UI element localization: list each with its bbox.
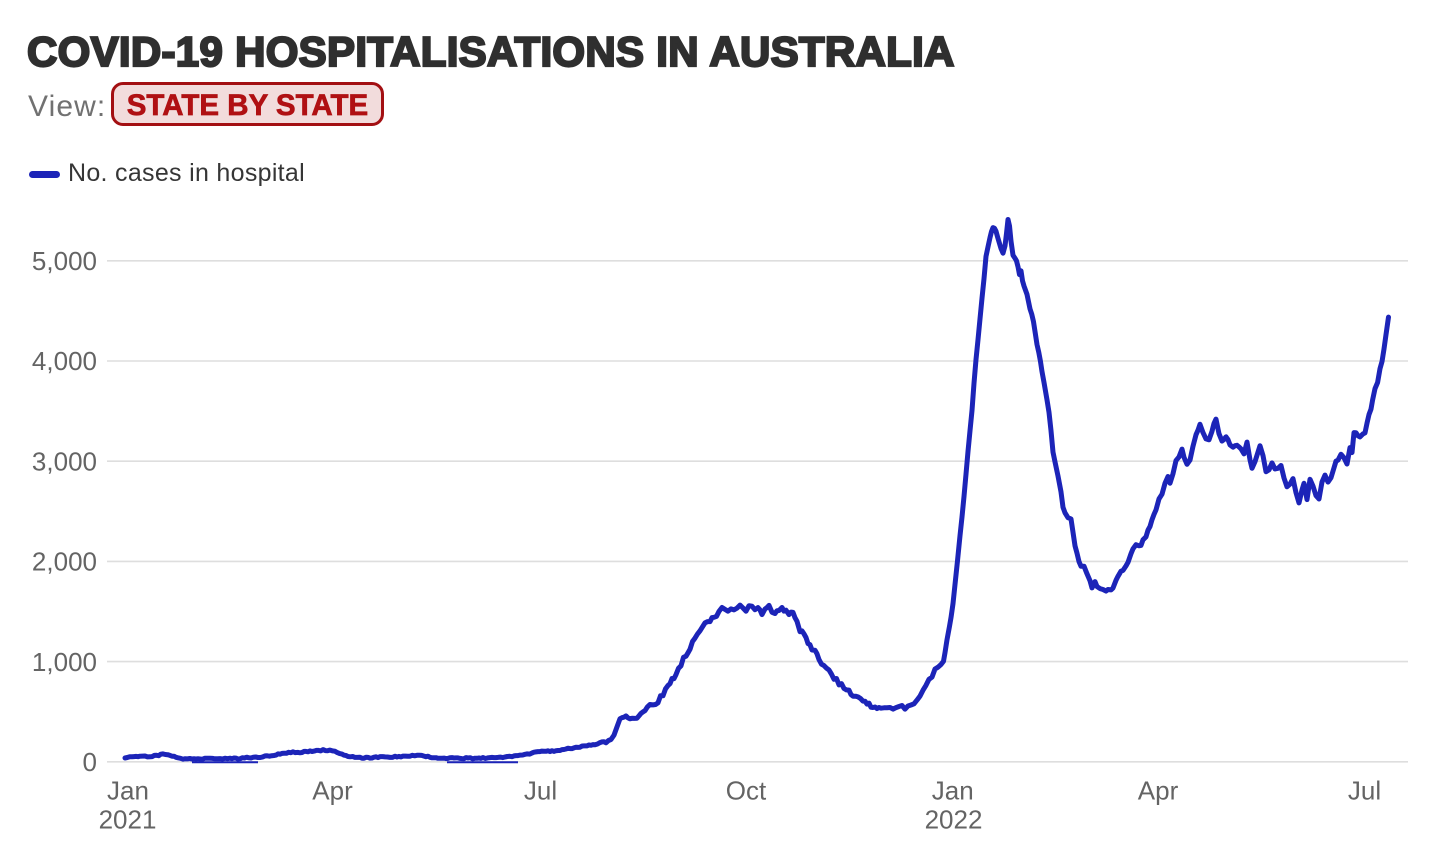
- svg-text:Jul: Jul: [1348, 776, 1381, 806]
- svg-text:2,000: 2,000: [32, 547, 97, 577]
- svg-text:Apr: Apr: [312, 776, 353, 806]
- svg-text:4,000: 4,000: [32, 346, 97, 376]
- svg-text:0: 0: [83, 747, 97, 777]
- svg-text:2022: 2022: [925, 805, 983, 835]
- svg-text:3,000: 3,000: [32, 446, 97, 476]
- svg-text:Apr: Apr: [1138, 776, 1179, 806]
- svg-text:Jan: Jan: [107, 776, 149, 806]
- svg-text:Jan: Jan: [932, 776, 974, 806]
- svg-text:Jul: Jul: [524, 776, 557, 806]
- svg-text:5,000: 5,000: [32, 246, 97, 276]
- svg-text:1,000: 1,000: [32, 647, 97, 677]
- svg-text:Oct: Oct: [726, 776, 767, 806]
- svg-text:2021: 2021: [99, 805, 157, 835]
